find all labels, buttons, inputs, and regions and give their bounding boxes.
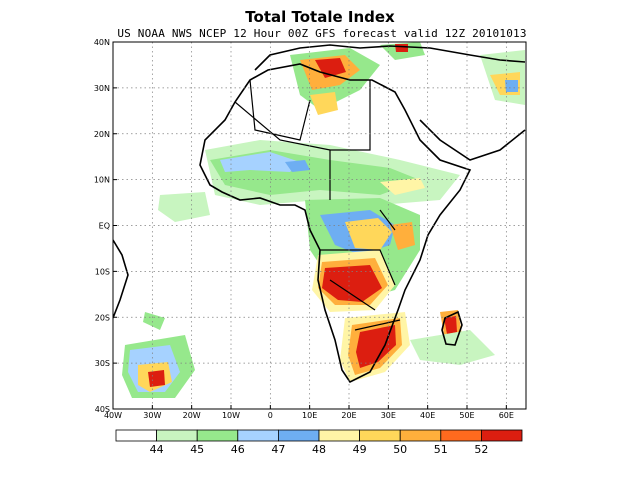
colorbar-label: 48 (312, 443, 326, 456)
lat-tick-label: 30N (94, 84, 110, 93)
lon-tick-label: 10E (302, 411, 317, 420)
lat-tick-label: 20N (94, 130, 110, 139)
colorbar-label: 46 (231, 443, 245, 456)
field-satl-green2 (143, 312, 165, 330)
field-madagascar-red (444, 316, 457, 334)
lat-tick-label: 40S (95, 405, 110, 414)
lon-tick-label: 40W (104, 411, 122, 420)
border-sahel (234, 79, 331, 151)
colorbar (115, 429, 523, 442)
colorbar-swatch (359, 429, 401, 442)
lon-tick-label: 0 (268, 411, 273, 420)
colorbar-label: 52 (474, 443, 488, 456)
arabia-coastline (419, 119, 526, 161)
field-angola-red (322, 265, 382, 302)
lon-tick-label: 30E (381, 411, 396, 420)
lon-tick-label: 40E (420, 411, 435, 420)
lon-tick-label: 20W (183, 411, 201, 420)
lon-tick-label: 30W (143, 411, 161, 420)
field-libya-yellow (310, 92, 338, 115)
colorbar-label: 47 (271, 443, 285, 456)
map-title: Total Totale Index (245, 8, 395, 26)
field-south-red (356, 325, 396, 368)
europe-coastline (254, 44, 526, 71)
field-mideast-blue (505, 80, 518, 92)
lat-tick-label: 20S (95, 313, 110, 322)
lat-tick-labels: 40N 30N 20N 10N EQ 10S 20S 30S 40S (94, 38, 117, 414)
lon-tick-label: 50E (459, 411, 474, 420)
coastlines (113, 44, 526, 384)
south-america-coastline (113, 239, 129, 319)
colorbar-label: 45 (190, 443, 204, 456)
colorbar-swatch (115, 429, 157, 442)
field-indian-green (410, 330, 495, 365)
colorbar-swatch (196, 429, 239, 442)
border-central (320, 209, 401, 331)
colorbar-swatch (318, 429, 360, 442)
colorbar-labels: 44 45 46 47 48 49 50 51 52 (150, 443, 489, 456)
lon-tick-labels: 40W 30W 20W 10W 0 10E 20E 30E 40E 50E 60E (104, 405, 514, 420)
colorbar-label: 51 (434, 443, 448, 456)
lon-tick-label: 60E (499, 411, 514, 420)
colorbar-swatch (156, 429, 198, 442)
lon-tick-label: 20E (341, 411, 356, 420)
colorbar-swatch (237, 429, 279, 442)
colorbar-swatch (277, 429, 320, 442)
lat-tick-label: 30S (95, 359, 110, 368)
lat-tick-label: 40N (94, 38, 110, 47)
colorbar-label: 50 (393, 443, 407, 456)
lat-tick-label: 10N (94, 176, 110, 185)
field-sahel-yellow (380, 178, 425, 195)
africa-coastline (199, 63, 472, 384)
lat-tick-label: 10S (95, 267, 110, 276)
lon-tick-label: 10W (222, 411, 240, 420)
colorbar-swatch (399, 429, 442, 442)
field-eu-red (395, 44, 408, 52)
field-sahel-blue (220, 152, 300, 172)
colorbar-label: 49 (353, 443, 367, 456)
field-central-orange (390, 222, 415, 250)
colorbar-swatch (440, 429, 482, 442)
field-atlantic-green (158, 192, 210, 222)
map-subtitle: US NOAA NWS NCEP 12 Hour 00Z GFS forecas… (117, 27, 527, 40)
border-nile (329, 80, 371, 200)
colorbar-swatch (480, 429, 523, 442)
colorbar-label: 44 (150, 443, 164, 456)
madagascar-coastline (441, 310, 463, 346)
field-central-yellow (345, 218, 392, 250)
field-satl-red (148, 370, 165, 387)
lat-tick-label: EQ (99, 222, 110, 231)
index-shading (122, 42, 525, 398)
field-sahel-blue2 (285, 160, 310, 172)
